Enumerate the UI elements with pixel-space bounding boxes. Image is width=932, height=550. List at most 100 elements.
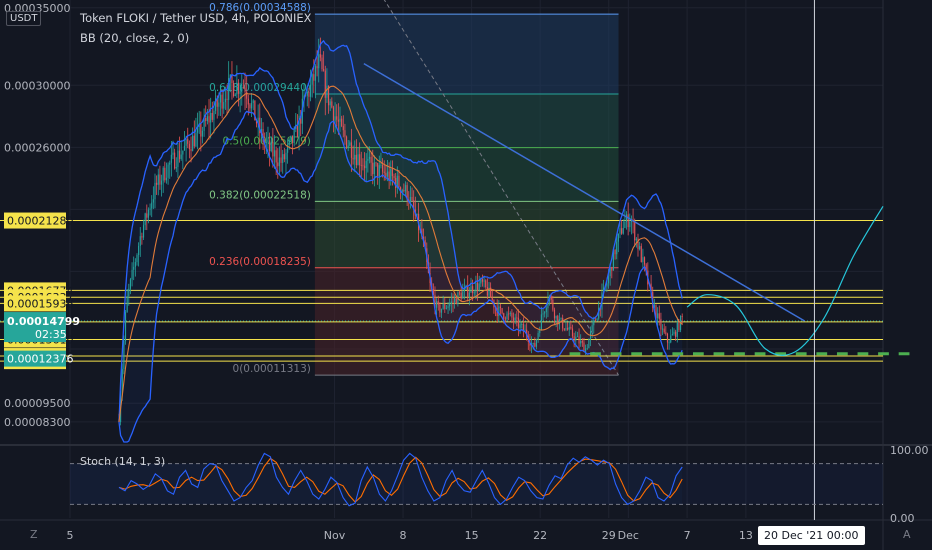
candle-body [504, 318, 506, 320]
fib-level-label: 0.786(0.00034588) [209, 2, 311, 14]
candle-body [499, 306, 502, 308]
candle-body [172, 152, 174, 155]
candle-body [244, 87, 246, 92]
candle-body [485, 280, 487, 288]
candle-body [149, 208, 151, 210]
bb-indicator-label[interactable]: BB (20, close, 2, 0) [80, 31, 190, 45]
candle-body [617, 233, 619, 242]
candle-body [498, 306, 500, 317]
candle-body [247, 98, 249, 105]
bb-lower-tag: 0.00012376 [7, 353, 73, 366]
candle-body [512, 317, 515, 321]
candle-body [355, 154, 357, 166]
candle-body [524, 329, 526, 331]
candle-body [370, 156, 372, 163]
candle-body [273, 150, 276, 157]
candle-body [252, 100, 254, 103]
candle-body [269, 140, 271, 152]
candle-body [398, 175, 400, 188]
candle-body [357, 154, 359, 166]
candle-body [196, 126, 199, 133]
stoch-axis-tick: 0.00 [890, 512, 915, 525]
candle-body [368, 156, 371, 159]
candle-body [517, 317, 520, 328]
candle-body [226, 98, 228, 100]
candle-body [567, 328, 569, 330]
zoom-button[interactable]: Z [30, 528, 38, 541]
currency-label[interactable]: USDT [6, 11, 42, 26]
candle-body [545, 308, 547, 313]
candle-body [313, 74, 315, 81]
candle-body [296, 124, 299, 138]
candle-body [588, 339, 590, 349]
candle-body [267, 140, 269, 143]
bb-lower-tag-bg [4, 350, 66, 367]
candle-body [432, 289, 434, 295]
candle-body [553, 309, 556, 319]
candle-body [391, 168, 393, 177]
candle-body [200, 123, 202, 137]
candle-body [323, 69, 325, 71]
fib-zone [314, 93, 619, 148]
candle-body [470, 286, 472, 293]
auto-scale-button[interactable]: A [903, 528, 911, 541]
candle-body [203, 117, 205, 131]
candle-body [129, 279, 132, 289]
candle-body [206, 116, 208, 121]
candle-body [300, 115, 302, 124]
candle-body [373, 162, 375, 175]
candle-body [476, 282, 479, 291]
candle-body [386, 171, 389, 177]
candle-body [591, 325, 593, 332]
candle-body [219, 94, 222, 103]
candle-body [681, 316, 683, 317]
candle-body [544, 312, 546, 314]
candle-body [547, 301, 549, 309]
fib-level-label: 0(0.00011313) [233, 363, 311, 375]
candle-body [660, 318, 662, 330]
candle-body [385, 172, 387, 177]
time-axis-tick: 15 [465, 529, 479, 542]
time-axis-tick: 7 [684, 529, 691, 542]
candle-body [211, 112, 213, 120]
candle-body [458, 292, 461, 294]
candle-body [249, 104, 251, 109]
candle-body [182, 150, 184, 155]
candle-body [416, 213, 418, 216]
candle-body [472, 286, 474, 294]
candle-body [133, 266, 135, 270]
candle-body [223, 102, 225, 109]
candle-body [506, 313, 508, 320]
candle-body [126, 296, 128, 313]
stoch-indicator-label[interactable]: Stoch (14, 1, 3) [80, 455, 166, 468]
candle-body [460, 292, 462, 299]
candle-body [291, 135, 294, 143]
candle-body [606, 283, 608, 287]
candle-body [288, 140, 290, 145]
candle-body [607, 276, 610, 284]
candle-body [503, 313, 505, 319]
countdown-timer: 02:35 [35, 328, 67, 341]
candle-body [365, 160, 367, 169]
candle-body [139, 236, 141, 246]
chart-title: Token FLOKI / Tether USD, 4h, POLONIEX [80, 11, 312, 25]
candle-body [486, 287, 488, 296]
candle-body [262, 129, 264, 142]
candle-body [614, 249, 616, 255]
time-axis-tick: 22 [533, 529, 547, 542]
candle-body [309, 84, 312, 97]
candle-body [210, 112, 212, 123]
candle-body [594, 320, 596, 322]
candle-body [488, 287, 490, 296]
time-axis-tick: Nov [324, 529, 346, 542]
price-axis-tick: 0.00008300 [4, 416, 70, 429]
candle-body [255, 120, 258, 124]
candle-body [277, 162, 279, 167]
candle-body [205, 117, 207, 121]
candle-body [270, 142, 272, 152]
bb-upper-band [118, 39, 683, 423]
crosshair-date-label: 20 Dec '21 00:00 [758, 526, 865, 545]
candle-body [406, 185, 408, 200]
candle-body [534, 343, 536, 347]
